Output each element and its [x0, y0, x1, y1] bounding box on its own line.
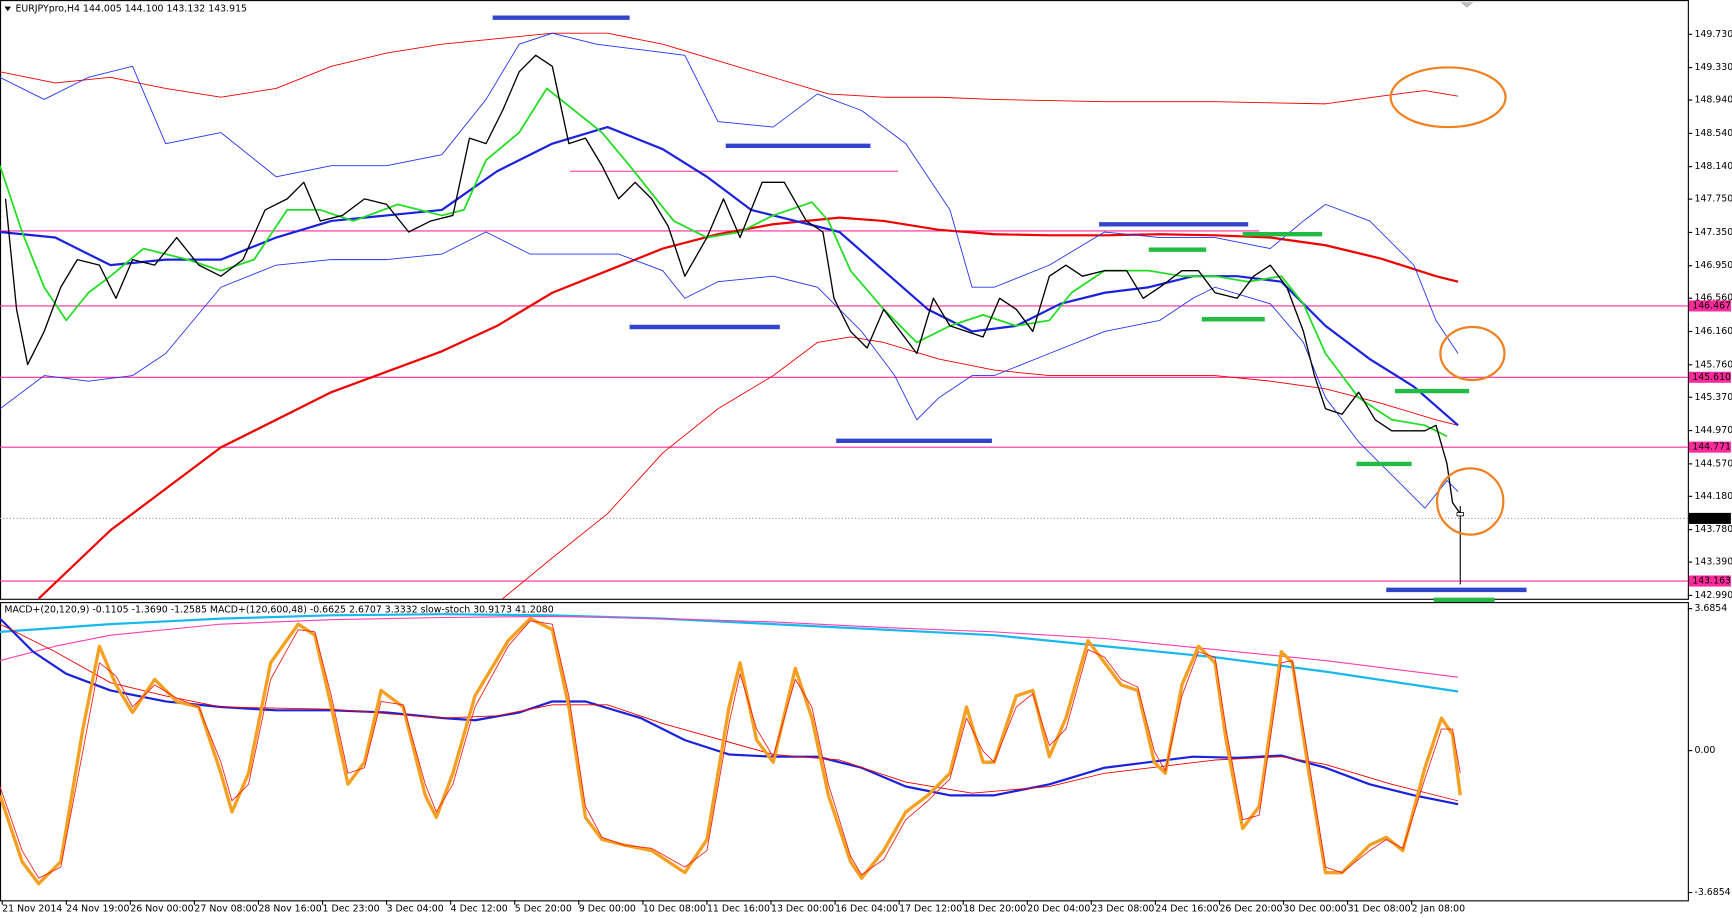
price-label: 143.390	[1694, 557, 1732, 568]
price-tag: 145.610	[1692, 372, 1731, 383]
blue-markers	[492, 15, 1527, 593]
price-label: 146.560	[1694, 293, 1732, 304]
time-label: 30 Dec 00:00	[1284, 904, 1347, 915]
moving-average-slow	[37, 216, 1459, 600]
price-tag-bg	[1688, 441, 1731, 453]
price-label: 144.180	[1694, 491, 1732, 502]
price-line	[4, 54, 1461, 515]
circle	[1389, 66, 1507, 129]
levels	[0, 170, 1688, 582]
circle	[1439, 325, 1506, 382]
time-label: 16 Dec 04:00	[835, 904, 898, 915]
price-tag: 143.163	[1692, 576, 1731, 587]
price-tag-bg	[1688, 300, 1731, 312]
price-tag-bg	[1688, 575, 1731, 587]
price-label: 147.350	[1694, 227, 1732, 238]
envelope-lower	[502, 336, 1459, 600]
stochastic-signal	[0, 620, 1461, 879]
price-label: 148.540	[1694, 128, 1732, 139]
bollinger-upper	[0, 32, 1459, 354]
macd-fast-signal	[0, 623, 1459, 802]
indicator-pane	[0, 602, 1689, 902]
current-price-tag: 143.915	[1692, 513, 1731, 524]
time-label: 4 Dec 12:00	[451, 904, 508, 915]
time-label: 10 Dec 08:00	[643, 904, 706, 915]
price-axis: 149.730 149.330 148.940 148.540 148.140 147.7…	[1687, 29, 1732, 601]
circle	[1435, 467, 1505, 536]
time-label: 11 Dec 16:00	[707, 904, 770, 915]
price-tag-bg	[1688, 371, 1731, 383]
time-label: 26 Dec 20:00	[1219, 904, 1282, 915]
price-label: 147.750	[1694, 194, 1732, 205]
envelope-upper	[0, 32, 1459, 105]
highlight-circles	[1389, 66, 1507, 536]
price-label: 148.940	[1694, 95, 1732, 106]
time-label: 28 Nov 16:00	[258, 904, 321, 915]
indicator-label: -3.6854	[1694, 887, 1730, 898]
chart-info: EURJPYpro,H4 144.005 144.100 143.132 143…	[15, 3, 247, 14]
current-price-bg	[1688, 512, 1731, 524]
time-label: 24 Nov 19:00	[66, 904, 129, 915]
price-tag: 146.467	[1692, 300, 1731, 311]
time-label: 20 Dec 04:00	[1027, 904, 1090, 915]
price-label: 145.370	[1694, 392, 1732, 403]
time-axis: 21 Nov 2014 24 Nov 19:00 26 Nov 00:00 27 No…	[1, 900, 1465, 915]
price-label: 144.970	[1694, 425, 1732, 436]
time-label: 17 Dec 12:00	[899, 904, 962, 915]
time-label: 18 Dec 20:00	[963, 904, 1026, 915]
main-pane	[0, 0, 1689, 600]
time-label: 1 Dec 23:00	[323, 904, 380, 915]
time-label: 31 Dec 08:00	[1348, 904, 1411, 915]
stochastic-main	[0, 616, 1462, 886]
time-label: 23 Dec 08:00	[1091, 904, 1154, 915]
macd-fast-main	[0, 617, 1459, 806]
time-label: 5 Dec 20:00	[515, 904, 572, 915]
bollinger-middle	[0, 125, 1459, 427]
price-tag: 144.771	[1692, 442, 1731, 453]
time-label: 24 Dec 16:00	[1155, 904, 1218, 915]
indicator-label: 3.6854	[1694, 603, 1727, 614]
time-label: 13 Dec 00:00	[771, 904, 834, 915]
price-label: 144.570	[1694, 458, 1732, 469]
price-label: 142.990	[1694, 590, 1732, 601]
price-label: 149.330	[1694, 62, 1732, 73]
last-candle	[1456, 512, 1464, 517]
price-label: 148.140	[1694, 161, 1732, 172]
macd-slow-signal	[0, 615, 1459, 678]
time-label: 9 Dec 00:00	[579, 904, 636, 915]
price-label: 149.730	[1694, 29, 1732, 40]
indicator-info: MACD+(20,120,9) -0.1105 -1.3690 -1.2585 …	[4, 604, 553, 615]
menu-triangle[interactable]	[4, 6, 12, 12]
shift-marker	[1460, 2, 1474, 8]
price-label: 143.780	[1694, 524, 1732, 535]
indicator-label: 0.00	[1694, 745, 1715, 756]
green-markers	[1148, 232, 1495, 603]
price-label: 146.950	[1694, 260, 1732, 271]
time-label: 26 Nov 00:00	[130, 904, 193, 915]
indicator-axis: 3.6854 0.00 -3.6854	[1687, 603, 1731, 898]
time-label: 2 Jan 08:00	[1412, 904, 1465, 915]
time-label: 27 Nov 08:00	[194, 904, 257, 915]
time-label: 21 Nov 2014	[2, 904, 62, 915]
price-label: 146.160	[1694, 326, 1732, 337]
price-label: 145.760	[1694, 359, 1732, 370]
time-label: 3 Dec 04:00	[387, 904, 444, 915]
